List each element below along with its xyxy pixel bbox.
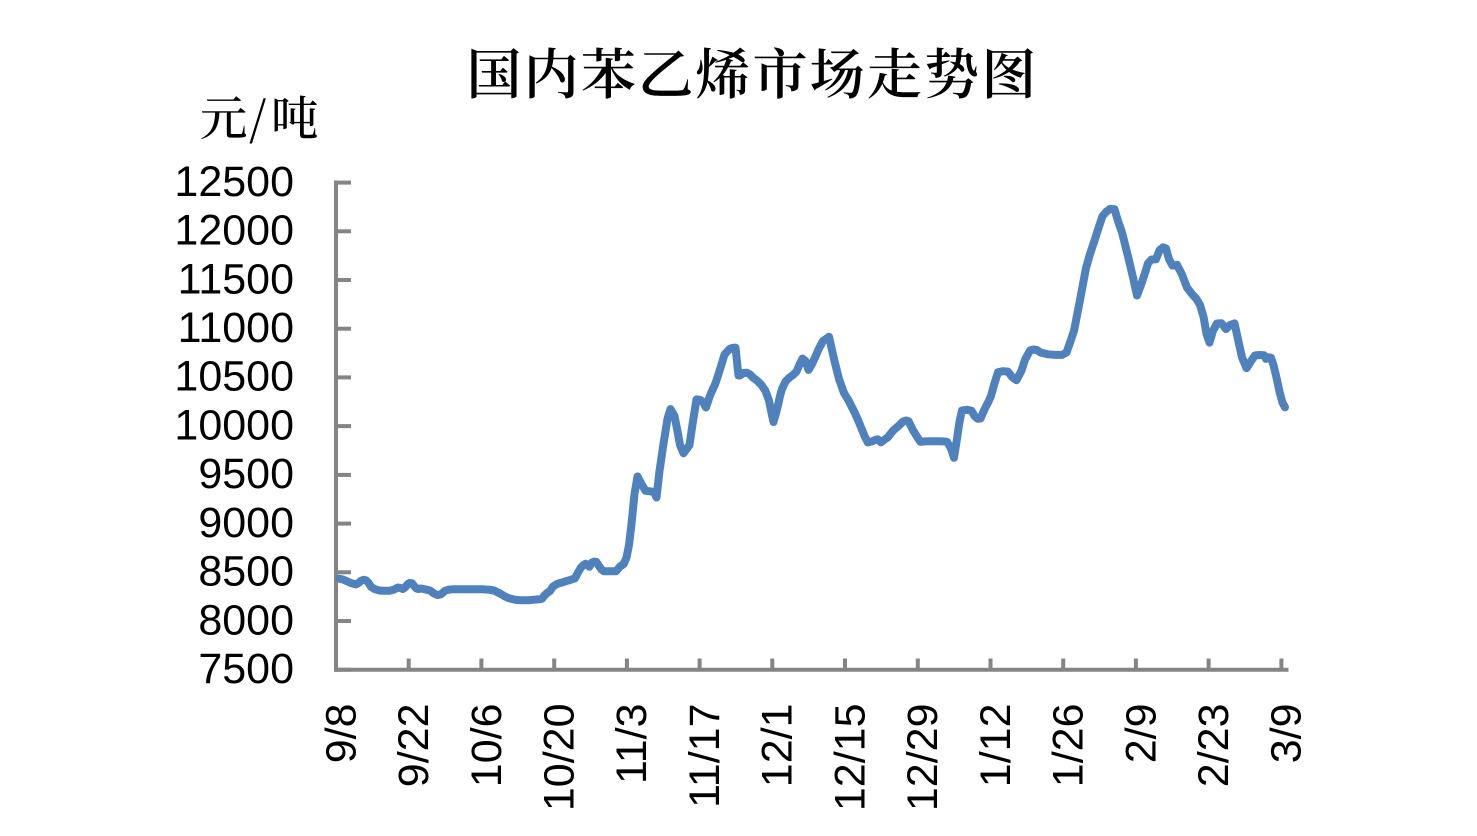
svg-text:1/26: 1/26 [1045,704,1093,788]
svg-text:12/29: 12/29 [899,704,947,812]
svg-text:3/9: 3/9 [1263,704,1311,764]
svg-text:2/23: 2/23 [1190,704,1238,788]
svg-text:7500: 7500 [198,645,294,693]
svg-text:11000: 11000 [178,304,294,352]
svg-text:10/6: 10/6 [463,704,511,788]
svg-text:9500: 9500 [198,450,294,498]
svg-text:12500: 12500 [174,158,294,206]
svg-text:9/22: 9/22 [390,704,438,788]
svg-text:9/8: 9/8 [317,704,365,764]
svg-text:10500: 10500 [174,353,294,401]
svg-text:11500: 11500 [178,255,294,303]
svg-text:10000: 10000 [174,401,294,449]
svg-text:9000: 9000 [198,499,294,547]
svg-text:12000: 12000 [174,207,294,255]
svg-text:11/17: 11/17 [681,704,729,808]
svg-text:10/20: 10/20 [536,704,584,812]
svg-text:1/12: 1/12 [972,704,1020,788]
svg-text:2/9: 2/9 [1117,704,1165,764]
svg-text:8000: 8000 [198,596,294,644]
svg-text:12/15: 12/15 [826,704,874,812]
svg-text:12/1: 12/1 [754,704,802,788]
svg-text:8500: 8500 [198,548,294,596]
svg-text:11/3: 11/3 [608,704,656,785]
